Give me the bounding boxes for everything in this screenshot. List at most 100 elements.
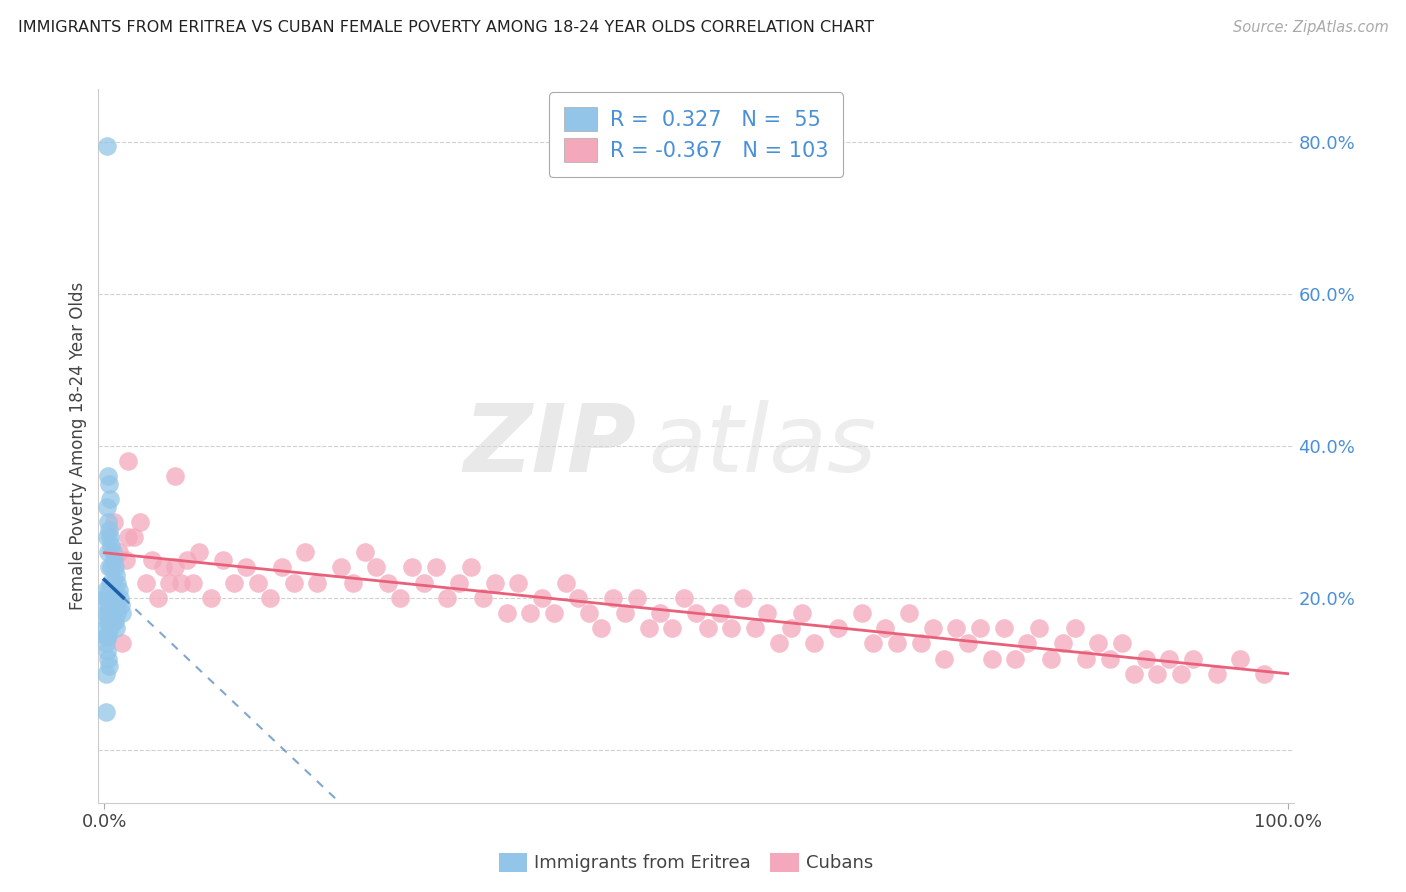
Point <box>105 606 128 620</box>
Point <box>851 606 873 620</box>
Point <box>755 606 778 620</box>
Text: Immigrants from Eritrea: Immigrants from Eritrea <box>534 854 751 871</box>
Point <box>141 553 163 567</box>
Point <box>366 560 388 574</box>
Point <box>720 621 742 635</box>
Point <box>1063 621 1085 635</box>
Point <box>1159 651 1181 665</box>
Point <box>744 621 766 635</box>
Point <box>673 591 696 605</box>
Point <box>993 621 1015 635</box>
Point <box>897 606 920 620</box>
Point <box>101 545 124 559</box>
Point <box>436 591 458 605</box>
Point <box>1181 651 1204 665</box>
Point <box>425 560 447 574</box>
Point <box>96 644 118 658</box>
Point <box>495 606 517 620</box>
Point <box>94 636 117 650</box>
Point <box>105 621 128 635</box>
Point <box>96 139 118 153</box>
Point <box>98 591 121 605</box>
Point <box>259 591 281 605</box>
Point <box>98 621 121 635</box>
Text: atlas: atlas <box>648 401 876 491</box>
Point <box>100 538 122 552</box>
Point <box>100 614 122 628</box>
Point <box>152 560 174 574</box>
Point <box>94 705 117 719</box>
Point <box>330 560 353 574</box>
Point <box>1122 666 1144 681</box>
Point <box>709 606 731 620</box>
Point <box>117 454 139 468</box>
Point <box>1135 651 1157 665</box>
Point <box>768 636 790 650</box>
Point <box>875 621 897 635</box>
Point <box>661 621 683 635</box>
Point <box>165 469 187 483</box>
Point <box>969 621 991 635</box>
Point <box>602 591 624 605</box>
Point <box>101 575 124 590</box>
Point <box>104 614 127 628</box>
Point <box>128 515 150 529</box>
Point <box>97 606 120 620</box>
Point <box>1052 636 1074 650</box>
Point <box>307 575 329 590</box>
Text: Source: ZipAtlas.com: Source: ZipAtlas.com <box>1233 20 1389 35</box>
Point <box>637 621 659 635</box>
Point <box>107 545 129 559</box>
Point <box>98 659 121 673</box>
Point <box>283 575 305 590</box>
Point <box>105 575 128 590</box>
Point <box>1004 651 1026 665</box>
Point <box>389 591 412 605</box>
Point <box>270 560 292 574</box>
Text: Cubans: Cubans <box>806 854 873 871</box>
Point <box>103 553 125 567</box>
Text: ZIP: ZIP <box>464 400 637 492</box>
Point <box>685 606 707 620</box>
Point <box>157 575 180 590</box>
Point <box>110 599 132 613</box>
Point <box>1039 651 1062 665</box>
Point <box>567 591 589 605</box>
Legend: R =  0.327   N =  55, R = -0.367   N = 103: R = 0.327 N = 55, R = -0.367 N = 103 <box>550 93 842 178</box>
Point <box>484 575 506 590</box>
Point <box>957 636 980 650</box>
Point <box>111 606 134 620</box>
Point <box>96 500 118 514</box>
Point <box>401 560 423 574</box>
Point <box>181 575 204 590</box>
Point <box>1229 651 1251 665</box>
Point <box>94 621 117 635</box>
Point <box>98 530 121 544</box>
Point <box>98 523 121 537</box>
Point <box>103 614 125 628</box>
Point <box>97 591 120 605</box>
Point <box>94 629 117 643</box>
Text: IMMIGRANTS FROM ERITREA VS CUBAN FEMALE POVERTY AMONG 18-24 YEAR OLDS CORRELATIO: IMMIGRANTS FROM ERITREA VS CUBAN FEMALE … <box>18 20 875 35</box>
Point <box>862 636 884 650</box>
Point <box>921 621 943 635</box>
Point <box>103 515 125 529</box>
Point <box>165 560 187 574</box>
Point <box>696 621 718 635</box>
Point <box>342 575 364 590</box>
Point <box>472 591 495 605</box>
Point <box>886 636 908 650</box>
Point <box>114 553 136 567</box>
Point <box>98 583 121 598</box>
Point <box>98 492 121 507</box>
Point <box>104 591 127 605</box>
Point <box>100 560 122 574</box>
Y-axis label: Female Poverty Among 18-24 Year Olds: Female Poverty Among 18-24 Year Olds <box>69 282 87 610</box>
Point <box>135 575 157 590</box>
Point <box>97 651 120 665</box>
Point <box>460 560 482 574</box>
Point <box>105 599 128 613</box>
Point <box>1111 636 1133 650</box>
Point <box>96 629 118 643</box>
Point <box>105 568 128 582</box>
